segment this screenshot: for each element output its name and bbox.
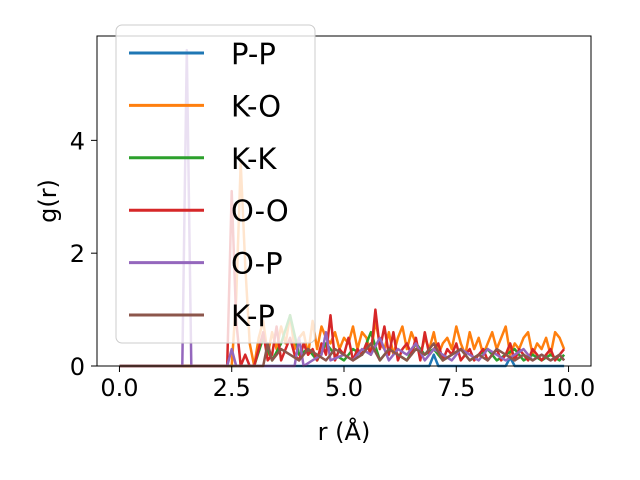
y-tick-label: 2 — [70, 240, 85, 268]
legend-label-p-p: P-P — [231, 37, 276, 71]
series-line-o-p — [119, 48, 566, 368]
series-line-k-p — [119, 342, 566, 368]
x-tick-label: 2.5 — [213, 374, 251, 402]
legend-label-k-k: K-K — [231, 142, 277, 176]
legend-label-o-o: O-O — [231, 194, 289, 228]
y-tick-label: 0 — [70, 353, 85, 381]
x-axis-label: r (Å) — [318, 417, 371, 446]
x-tick-label: 10.0 — [542, 374, 595, 402]
legend: P-P K-O K-K O-O O-P K-P — [115, 24, 316, 344]
legend-label-o-p: O-P — [231, 247, 283, 281]
x-tick-label: 5.0 — [325, 374, 363, 402]
x-tick-label: 0.0 — [100, 374, 138, 402]
y-axis-label: g(r) — [34, 179, 62, 223]
legend-box — [115, 24, 316, 344]
ticks-layer: 0.0 2.5 5.0 7.5 10.0 0 2 4 — [70, 127, 596, 402]
legend-label-k-o: K-O — [231, 89, 281, 123]
x-tick-label: 7.5 — [437, 374, 475, 402]
legend-label-k-p: K-P — [231, 299, 275, 333]
y-tick-label: 4 — [70, 127, 85, 155]
